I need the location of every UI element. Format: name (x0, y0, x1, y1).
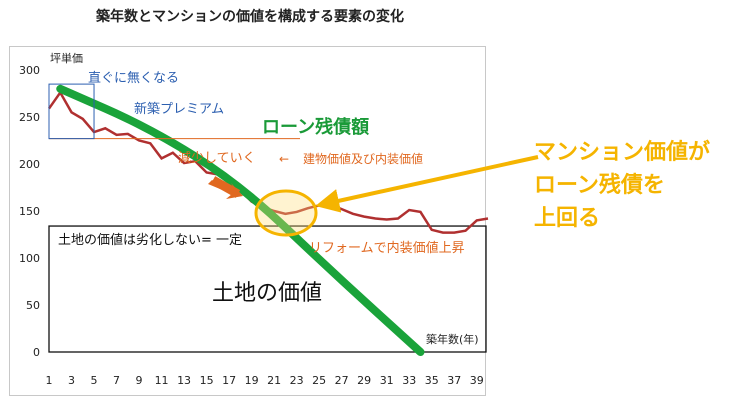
x-tick-label: 25 (312, 374, 326, 387)
crossing-highlight (254, 189, 318, 237)
x-tick-label: 11 (155, 374, 169, 387)
x-axis-title: 築年数(年) (426, 332, 479, 346)
y-tick-label: 50 (26, 299, 40, 312)
y-tick-label: 150 (19, 205, 40, 218)
land-value-label: 土地の価値 (212, 281, 322, 306)
x-tick-label: 9 (136, 374, 143, 387)
loan-balance-label: ローン残債額 (262, 116, 369, 138)
premium-drop-label: 直ぐに無くなる (88, 71, 179, 86)
callout-line-3: 上回る (534, 206, 600, 231)
x-tick-label: 31 (380, 374, 394, 387)
x-tick-label: 29 (357, 374, 371, 387)
chart-frame (9, 46, 486, 396)
x-tick-label: 27 (335, 374, 349, 387)
x-tick-label: 21 (267, 374, 281, 387)
x-tick-label: 17 (222, 374, 236, 387)
y-axis-title: 坪単価 (50, 51, 83, 65)
land-value-rect (48, 225, 487, 353)
chart-title: 築年数とマンションの価値を構成する要素の変化 (96, 9, 404, 25)
decrease-arrow-shaft (210, 176, 241, 198)
callout-line-2: ローン残債を (534, 172, 665, 198)
callout-arrow (315, 155, 539, 213)
new-premium-label: 新築プレミアム (134, 101, 224, 117)
reform-label: リフォームで内装価値上昇 (309, 240, 465, 256)
building-value-label: 建物価値及び内装価値 (303, 151, 423, 166)
x-tick-label: 13 (177, 374, 191, 387)
y-tick-label: 200 (19, 158, 40, 171)
x-tick-label: 19 (245, 374, 259, 387)
y-tick-label: 300 (19, 64, 40, 77)
x-tick-label: 15 (200, 374, 214, 387)
x-tick-label: 3 (68, 374, 75, 387)
x-tick-label: 1 (46, 374, 53, 387)
x-tick-label: 23 (290, 374, 304, 387)
x-tick-label: 35 (425, 374, 439, 387)
premium-bracket (48, 83, 95, 140)
x-tick-label: 39 (470, 374, 484, 387)
x-tick-label: 33 (402, 374, 416, 387)
x-tick-label: 37 (447, 374, 461, 387)
y-tick-label: 250 (19, 111, 40, 124)
loan-balance-line (56, 84, 425, 356)
x-tick-label: 5 (91, 374, 98, 387)
y-tick-label: 0 (33, 346, 40, 359)
land-constant-label: 土地の価値は劣化しない= 一定 (58, 232, 242, 248)
decreasing-label: 減少していく (178, 150, 256, 166)
callout-line-1: マンション価値が (534, 139, 710, 165)
building-value-arrow: ← (279, 152, 289, 166)
series-layer (47, 84, 489, 356)
x-tick-label: 7 (113, 374, 120, 387)
y-tick-label: 100 (19, 252, 40, 265)
